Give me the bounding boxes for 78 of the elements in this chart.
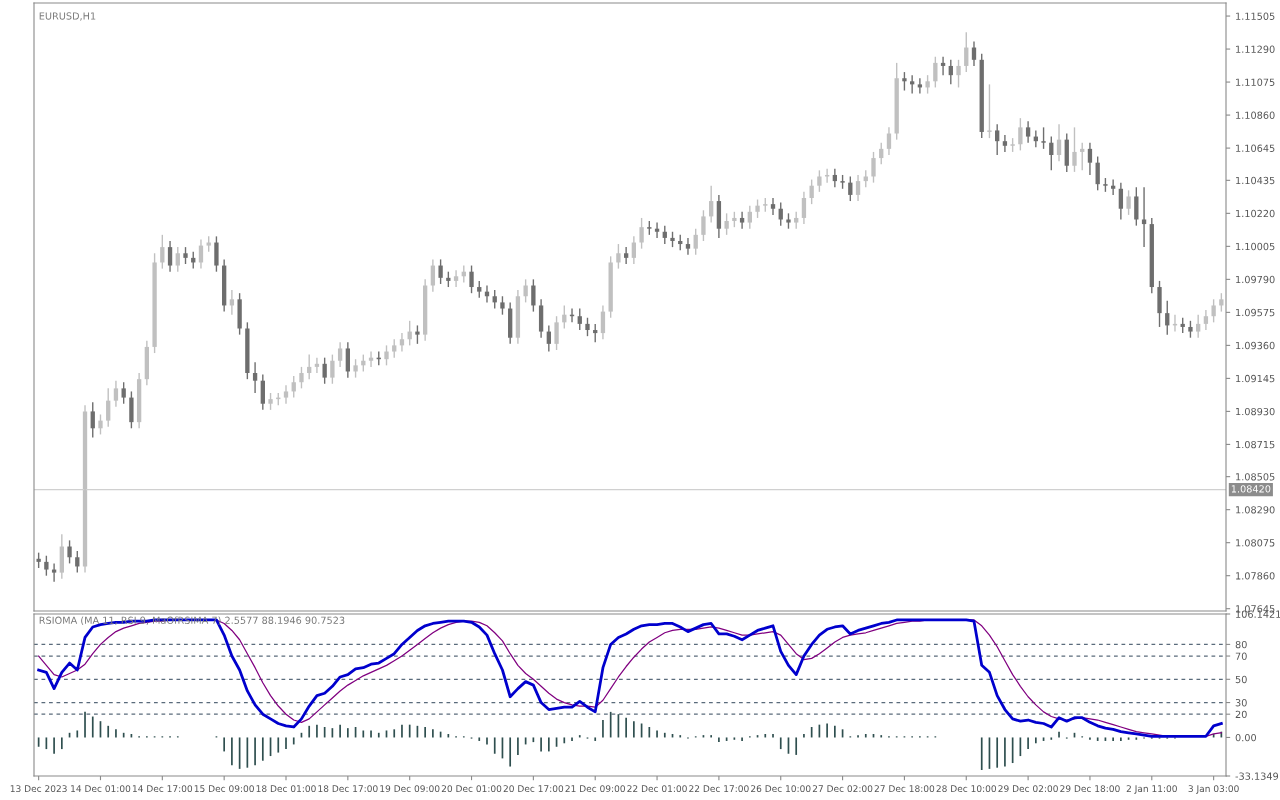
x-tick-label: 28 Dec 10:00	[936, 785, 997, 793]
candlestick	[554, 315, 559, 351]
y-tick-label: 1.08290	[1236, 506, 1275, 514]
candlestick	[616, 243, 621, 270]
candlestick	[129, 390, 134, 429]
x-tick-label: 29 Dec 02:00	[998, 785, 1058, 793]
x-tick-label: 27 Dec 02:00	[812, 785, 873, 793]
candlestick	[817, 169, 822, 193]
y-tick-label: 70	[1235, 652, 1247, 660]
candlestick	[299, 366, 304, 390]
x-tick-label: 14 Dec 01:00	[71, 785, 131, 793]
candlestick	[639, 217, 644, 250]
x-tick-label: 21 Dec 09:00	[565, 785, 625, 793]
x-tick-label: 14 Dec 17:00	[132, 785, 193, 793]
candlestick	[1157, 280, 1162, 328]
x-tick-label: 2 Jan 11:00	[1126, 785, 1177, 794]
x-tick-label: 3 Jan 03:00	[1188, 785, 1239, 794]
x-tick-label: 18 Dec 17:00	[318, 785, 378, 793]
x-tick-label: 18 Dec 01:00	[256, 785, 316, 793]
text: EURUSD,H1	[39, 12, 96, 21]
candlestick	[237, 292, 242, 336]
x-tick-label: 22 Dec 01:00	[627, 785, 687, 793]
x-tick-label: 29 Dec 18:00	[1060, 785, 1120, 793]
candlestick	[1126, 189, 1131, 216]
x-tick-label: 19 Dec 09:00	[380, 785, 440, 793]
x-tick-label: 13 Dec 2023	[10, 785, 67, 793]
y-tick-label: 1.11290	[1236, 45, 1275, 53]
y-tick-label: 30	[1235, 699, 1247, 707]
x-tick-label: 15 Dec 09:00	[194, 785, 254, 793]
candlestick	[1018, 117, 1023, 152]
y-tick-label: 1.10435	[1236, 176, 1275, 185]
y-tick-label: -33.1349	[1235, 772, 1279, 780]
y-tick-label: 1.09790	[1236, 275, 1275, 284]
y-tick-label: 1.10645	[1236, 144, 1275, 152]
candlestick	[44, 555, 49, 577]
y-tick-label: 1.11505	[1236, 12, 1275, 20]
y-tick-label: 50	[1235, 675, 1247, 684]
candlestick	[214, 235, 219, 273]
candlestick	[956, 59, 961, 89]
candlestick	[245, 321, 250, 380]
y-tick-label: 80	[1235, 640, 1247, 649]
y-tick-label: 1.10005	[1236, 242, 1275, 251]
y-tick-label: 1.09360	[1236, 341, 1275, 350]
candlestick	[330, 353, 335, 385]
y-tick-label: 1.10860	[1236, 111, 1275, 119]
y-tick-label: 1.10220	[1236, 209, 1275, 218]
y-tick-label: 1.09575	[1236, 308, 1275, 317]
y-tick-label: 1.08075	[1236, 539, 1275, 547]
candlestick	[933, 56, 938, 89]
x-tick-label: 20 Dec 17:00	[503, 785, 564, 793]
candlestick	[500, 295, 505, 316]
candlestick	[871, 151, 876, 184]
candlestick	[987, 83, 992, 139]
y-tick-label: 20	[1235, 710, 1247, 719]
candlestick	[809, 178, 814, 205]
candlestick	[469, 264, 474, 294]
candlestick	[438, 258, 443, 285]
y-tick-label: 1.07860	[1236, 572, 1275, 580]
candlestick	[152, 252, 157, 354]
y-tick-label: 1.08505	[1236, 473, 1275, 481]
candlestick	[1211, 298, 1216, 324]
y-tick-label: 1.08930	[1236, 407, 1275, 416]
x-tick-label: 27 Dec 18:00	[874, 785, 935, 793]
y-tick-label: 1.08715	[1236, 440, 1275, 449]
y-tick-label: 1.09145	[1236, 374, 1275, 383]
y-tick-label: 0.00	[1235, 733, 1257, 742]
candlestick	[1072, 126, 1077, 173]
candlestick	[724, 212, 729, 236]
x-tick-label: 20 Dec 01:00	[441, 785, 502, 793]
candlestick	[415, 324, 420, 345]
y-tick-label: 1.11075	[1236, 78, 1275, 86]
candlestick	[1041, 126, 1046, 150]
ref-line-label: 1.08420	[1231, 485, 1271, 493]
x-tick-label: 26 Dec 10:00	[751, 785, 811, 793]
candlestick	[701, 209, 706, 242]
x-tick-label: 22 Dec 17:00	[689, 785, 749, 793]
candlestick	[322, 356, 327, 385]
candlestick	[902, 71, 907, 92]
